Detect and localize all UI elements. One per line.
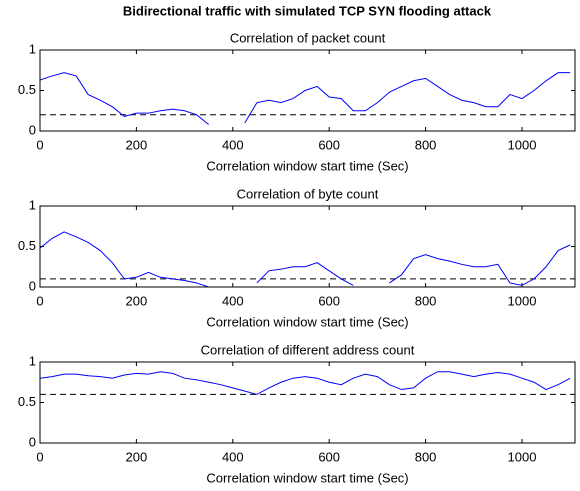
axes-box (39, 205, 576, 288)
x-tick-label: 200 (126, 293, 148, 308)
y-tick-label: 0.5 (18, 238, 36, 253)
x-tick-label: 1000 (508, 137, 537, 152)
x-tick-label: 1000 (508, 449, 537, 464)
y-tick-label: 1 (29, 197, 36, 212)
y-tick-label: 0 (29, 278, 36, 293)
data-line (40, 72, 571, 125)
x-tick-label: 400 (222, 449, 244, 464)
y-tick-label: 1 (29, 41, 36, 56)
y-tick-label: 0 (29, 434, 36, 449)
figure-title: Bidirectional traffic with simulated TCP… (123, 3, 492, 18)
x-tick-label: 0 (36, 137, 43, 152)
x-axis-label: Correlation window start time (Sec) (206, 470, 408, 485)
subplot-title: Correlation of byte count (237, 186, 379, 201)
x-tick-label: 200 (126, 449, 148, 464)
plot-area (40, 72, 575, 125)
x-tick-label: 800 (415, 293, 437, 308)
x-tick-label: 200 (126, 137, 148, 152)
x-tick-label: 0 (36, 449, 43, 464)
x-tick-label: 800 (415, 449, 437, 464)
x-tick-label: 600 (318, 137, 340, 152)
data-line (40, 371, 571, 395)
subplot-title: Correlation of different address count (201, 342, 415, 357)
x-tick-label: 400 (222, 293, 244, 308)
x-tick-label: 600 (318, 449, 340, 464)
x-tick-label: 1000 (508, 293, 537, 308)
plot-area (40, 231, 575, 287)
y-tick-label: 0 (29, 122, 36, 137)
x-tick-label: 400 (222, 137, 244, 152)
plot-area (40, 371, 575, 395)
y-tick-label: 0.5 (18, 394, 36, 409)
y-tick-label: 1 (29, 353, 36, 368)
data-line (40, 231, 571, 287)
x-tick-label: 800 (415, 137, 437, 152)
axes-box (39, 49, 576, 132)
y-tick-label: 0.5 (18, 82, 36, 97)
x-axis-label: Correlation window start time (Sec) (206, 314, 408, 329)
axes-box (39, 361, 576, 444)
subplot-title: Correlation of packet count (230, 30, 386, 45)
x-tick-label: 0 (36, 293, 43, 308)
x-axis-label: Correlation window start time (Sec) (206, 158, 408, 173)
x-tick-label: 600 (318, 293, 340, 308)
